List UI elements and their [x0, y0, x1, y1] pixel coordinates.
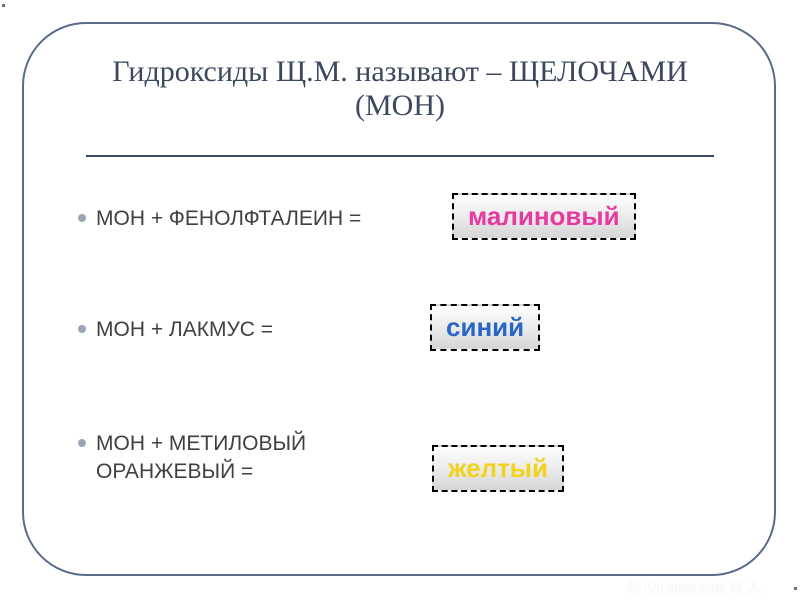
bullet-icon: [78, 214, 86, 222]
slide-title: Гидроксиды Щ.М. называют – ЩЕЛОЧАМИ (МОН…: [60, 55, 740, 123]
bullet-text-3-line2: ОРАНЖЕВЫЙ =: [96, 460, 253, 483]
decorative-dot: [2, 4, 5, 7]
decorative-dot: [794, 587, 797, 590]
title-underline: [86, 155, 714, 157]
answer-box-1: малиновый: [452, 193, 636, 240]
title-line-2: (МОН): [60, 89, 740, 123]
bullet-text-2: МОН + ЛАКМУС =: [96, 316, 273, 344]
bullet-item-3: МОН + МЕТИЛОВЫЙ ОРАНЖЕВЫЙ =: [78, 430, 388, 487]
bullet-text-3: МОН + МЕТИЛОВЫЙ ОРАНЖЕВЫЙ =: [96, 430, 306, 487]
bullet-text-3-line1: МОН + МЕТИЛОВЫЙ: [96, 432, 306, 455]
bullet-item-2: МОН + ЛАКМУС =: [78, 316, 388, 344]
bullet-item-1: МОН + ФЕНОЛФТАЛЕИН =: [78, 205, 388, 233]
answer-box-3: желтый: [432, 445, 564, 492]
bullet-text-1: МОН + ФЕНОЛФТАЛЕИН =: [96, 205, 361, 233]
bullet-icon: [78, 325, 86, 333]
bullet-icon: [78, 439, 86, 447]
answer-box-2: синий: [430, 304, 540, 351]
author-credit: © Осиевская И.А: [627, 577, 760, 598]
title-line-1: Гидроксиды Щ.М. называют – ЩЕЛОЧАМИ: [60, 55, 740, 89]
